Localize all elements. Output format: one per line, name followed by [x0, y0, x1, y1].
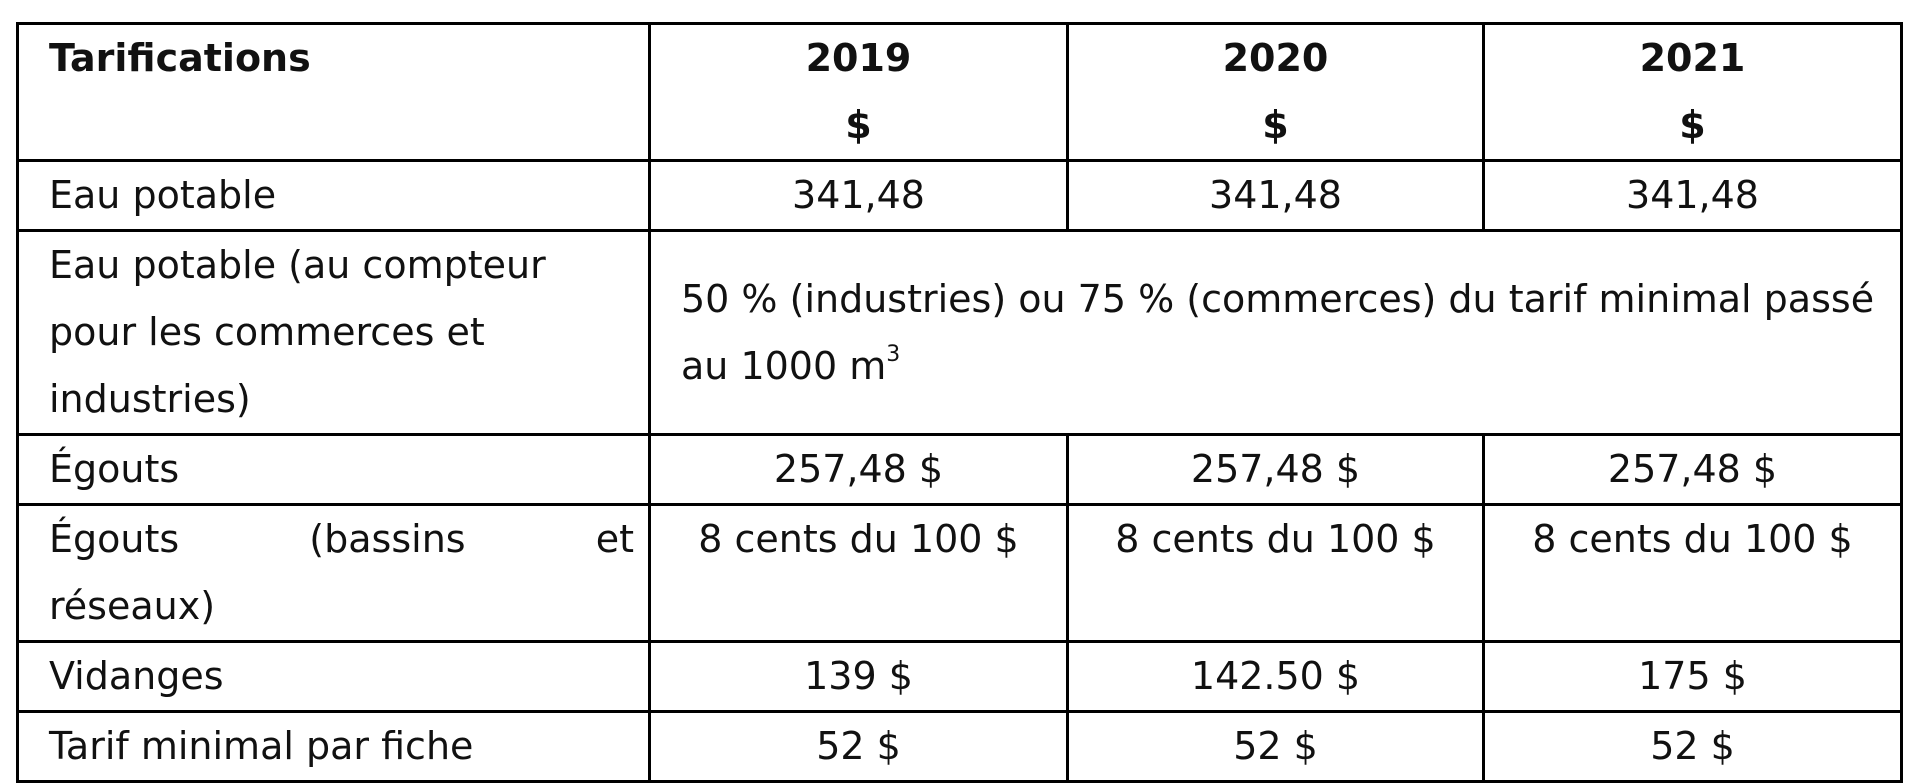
table-row: Tarif minimal par fiche 52 $ 52 $ 52 $: [16, 710, 1903, 783]
row-label: Égouts (bassins et réseaux): [16, 503, 651, 643]
currency-label: $: [1262, 103, 1289, 147]
row-label-line: réseaux): [49, 584, 216, 628]
year-label: 2019: [805, 36, 912, 80]
merged-text: 50 % (industries) ou 75 % (commerces) du…: [681, 276, 1875, 388]
cell-value: 52 $: [648, 710, 1069, 783]
header-row: Tarifications 2019 $ 2020 $ 2021 $: [16, 22, 1903, 162]
currency-label: $: [845, 103, 872, 147]
cell-value: 8 cents du 100 $: [648, 503, 1069, 643]
row-label-line: Égouts (bassins et: [49, 517, 634, 561]
currency-label: $: [1679, 103, 1706, 147]
merged-cell: 50 % (industries) ou 75 % (commerces) du…: [648, 229, 1903, 436]
year-label: 2020: [1222, 36, 1329, 80]
row-label: Vidanges: [16, 640, 651, 713]
tarifications-table: Tarifications 2019 $ 2020 $ 2021 $ Eau p…: [16, 22, 1903, 783]
cell-value: 142.50 $: [1066, 640, 1485, 713]
cell-value: 52 $: [1066, 710, 1485, 783]
superscript: 3: [886, 341, 901, 367]
table-row: Eau potable 341,48 341,48 341,48: [16, 159, 1903, 232]
header-year-2019: 2019 $: [648, 22, 1069, 162]
header-label: Tarifications: [16, 22, 651, 162]
cell-value: 257,48 $: [1482, 433, 1903, 506]
cell-value: 52 $: [1482, 710, 1903, 783]
cell-value: 139 $: [648, 640, 1069, 713]
row-label: Égouts: [16, 433, 651, 506]
row-label: Tarif minimal par fiche: [16, 710, 651, 783]
table-row: Vidanges 139 $ 142.50 $ 175 $: [16, 640, 1903, 713]
cell-value: 341,48: [1482, 159, 1903, 232]
table-row: Eau potable (au compteur pour les commer…: [16, 229, 1903, 436]
cell-value: 341,48: [1066, 159, 1485, 232]
cell-value: 175 $: [1482, 640, 1903, 713]
row-label: Eau potable: [16, 159, 651, 232]
cell-value: 8 cents du 100 $: [1066, 503, 1485, 643]
header-year-2021: 2021 $: [1482, 22, 1903, 162]
cell-value: 8 cents du 100 $: [1482, 503, 1903, 643]
table-row: Égouts (bassins et réseaux) 8 cents du 10…: [16, 503, 1903, 643]
row-label: Eau potable (au compteur pour les commer…: [16, 229, 651, 436]
table-row: Égouts 257,48 $ 257,48 $ 257,48 $: [16, 433, 1903, 506]
cell-value: 257,48 $: [1066, 433, 1485, 506]
cell-value: 257,48 $: [648, 433, 1069, 506]
cell-value: 341,48: [648, 159, 1069, 232]
tarifications-table-container: Tarifications 2019 $ 2020 $ 2021 $ Eau p…: [16, 22, 1903, 783]
year-label: 2021: [1639, 36, 1746, 80]
header-year-2020: 2020 $: [1066, 22, 1485, 162]
